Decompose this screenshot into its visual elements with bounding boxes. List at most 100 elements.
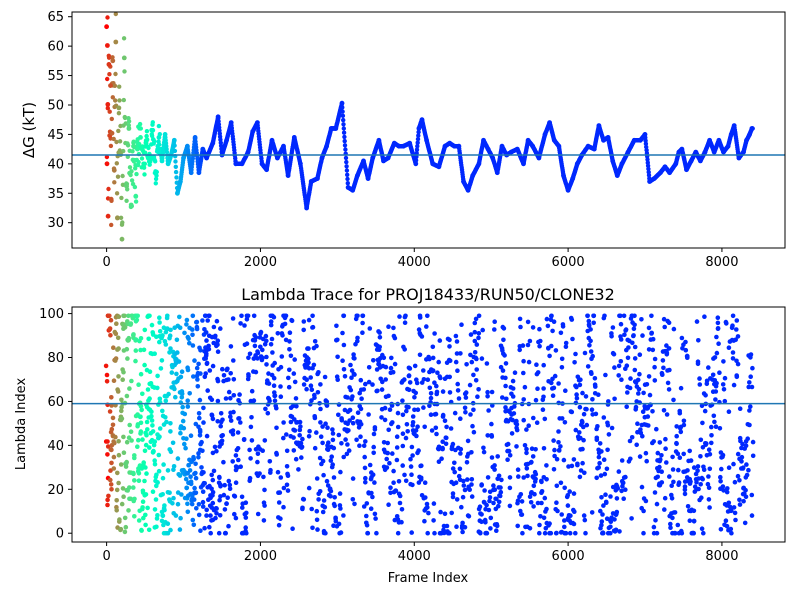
bottom-data-point: [152, 507, 158, 512]
bottom-data-point: [272, 393, 278, 399]
bottom-data-point: [376, 347, 382, 353]
bottom-data-point: [516, 474, 521, 479]
top-data-point: [259, 161, 265, 167]
bottom-data-point: [190, 517, 196, 523]
bottom-data-point: [385, 450, 391, 456]
top-data-point: [110, 55, 115, 60]
bottom-data-point: [437, 338, 443, 343]
bottom-data-point: [739, 454, 745, 460]
bottom-data-point: [535, 386, 540, 392]
bottom-data-point: [143, 430, 148, 436]
bottom-data-point: [679, 530, 685, 536]
bottom-data-point: [724, 489, 730, 495]
bottom-data-point: [537, 522, 542, 528]
bottom-data-point: [554, 456, 560, 462]
bottom-data-point: [715, 326, 721, 331]
top-data-point: [343, 155, 349, 161]
bottom-data-point: [637, 371, 642, 377]
bottom-data-point: [552, 447, 557, 453]
bottom-data-point: [726, 409, 732, 415]
top-data-point: [413, 158, 419, 163]
bottom-data-point: [306, 485, 312, 491]
bottom-data-point: [106, 493, 111, 499]
bottom-data-point: [594, 437, 600, 443]
bottom-data-point: [581, 424, 586, 430]
bottom-data-point: [185, 398, 190, 404]
bottom-data-point: [430, 344, 436, 350]
bottom-data-point: [496, 503, 501, 509]
bottom-data-point: [722, 398, 728, 404]
bottom-data-point: [589, 407, 595, 413]
bottom-data-point: [196, 455, 201, 460]
bottom-data-point: [685, 504, 691, 509]
top-data-point: [361, 158, 366, 164]
bottom-data-point: [370, 472, 376, 478]
bottom-data-point: [726, 345, 732, 351]
bottom-data-point: [230, 459, 235, 464]
bottom-data-point: [377, 335, 383, 340]
bottom-data-point: [227, 486, 233, 492]
bottom-data-point: [360, 320, 365, 326]
bottom-data-point: [136, 382, 141, 388]
bottom-data-point: [565, 493, 571, 498]
bottom-data-point: [292, 428, 298, 433]
bottom-data-point: [306, 360, 311, 365]
bottom-data-point: [140, 437, 145, 442]
bottom-data-point: [390, 369, 396, 375]
bottom-data-point: [597, 441, 603, 446]
top-data-point: [106, 186, 111, 192]
bottom-data-point: [236, 457, 241, 463]
bottom-data-point: [469, 482, 474, 487]
top-data-point: [138, 126, 143, 131]
bottom-data-point: [261, 518, 267, 523]
bottom-data-point: [165, 530, 171, 536]
bottom-data-point: [529, 446, 535, 452]
bottom-data-point: [200, 504, 206, 509]
top-data-point: [239, 161, 245, 167]
bottom-data-point: [731, 382, 737, 388]
bottom-data-point: [674, 441, 679, 447]
bottom-data-point: [468, 412, 473, 417]
bottom-data-point: [506, 448, 512, 454]
bottom-data-point: [706, 447, 712, 453]
bottom-data-point: [681, 418, 687, 424]
bottom-data-point: [111, 345, 116, 351]
bottom-data-point: [538, 514, 543, 519]
bottom-data-point: [571, 457, 577, 462]
bottom-data-point: [461, 483, 467, 488]
top-data-point: [530, 143, 536, 149]
bottom-data-point: [262, 438, 268, 443]
bottom-data-point: [361, 443, 367, 449]
bottom-data-point: [433, 425, 439, 431]
bottom-data-point: [412, 395, 417, 400]
bottom-data-point: [697, 376, 702, 381]
bottom-data-point: [124, 346, 130, 352]
bottom-data-point: [175, 456, 181, 461]
bottom-data-point: [179, 389, 185, 394]
top-data-point: [574, 161, 580, 167]
bottom-data-point: [625, 390, 630, 395]
bottom-data-point: [489, 455, 495, 460]
bottom-data-point: [646, 325, 652, 331]
bottom-data-point: [505, 457, 510, 463]
bottom-data-point: [485, 389, 490, 395]
bottom-data-point: [197, 427, 203, 433]
bottom-data-point: [640, 433, 645, 439]
bottom-data-point: [665, 380, 671, 386]
bottom-data-point: [562, 485, 567, 491]
bottom-data-point: [351, 352, 356, 357]
bottom-data-point: [289, 318, 295, 324]
bottom-data-point: [455, 381, 461, 387]
bottom-data-point: [394, 445, 400, 450]
bottom-data-point: [397, 314, 402, 319]
top-plot-points: [104, 12, 755, 242]
bottom-data-point: [541, 362, 546, 368]
top-data-point: [224, 137, 230, 143]
top-data-point: [275, 155, 280, 161]
bottom-data-point: [333, 519, 339, 524]
bottom-data-point: [377, 330, 382, 335]
bottom-data-point: [631, 333, 636, 338]
bottom-data-point: [425, 377, 431, 383]
bottom-data-point: [272, 398, 278, 404]
bottom-data-point: [249, 388, 255, 394]
